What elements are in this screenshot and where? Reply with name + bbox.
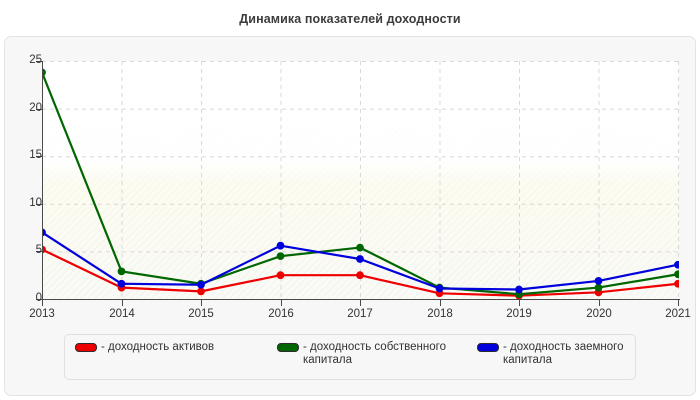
chart-legend: - доходность активов - доходность собстве…: [64, 334, 636, 380]
legend-item[interactable]: - доходность заемного капитала: [477, 341, 623, 367]
x-tick-label: 2020: [586, 308, 612, 320]
legend-label: - доходность собственного капитала: [303, 341, 446, 366]
x-tick-mark: [440, 300, 441, 306]
series-point: [356, 255, 364, 263]
x-tick-label: 2016: [268, 308, 294, 320]
y-tick-mark: [36, 61, 42, 62]
x-tick-mark: [599, 300, 600, 306]
series-point: [594, 277, 603, 285]
x-tick-mark: [360, 300, 361, 306]
x-tick-label: 2013: [29, 308, 55, 320]
series-point: [515, 285, 523, 294]
series-point: [117, 267, 126, 276]
y-tick-label: 10: [29, 197, 42, 209]
series-point: [276, 271, 285, 280]
x-tick-label: 2015: [188, 308, 214, 320]
x-tick-mark: [42, 300, 43, 306]
page-title: Динамика показателей доходности: [239, 12, 461, 26]
series-point: [197, 287, 205, 296]
y-tick-label: 25: [29, 54, 42, 66]
y-tick-label: 5: [35, 244, 42, 256]
series-lines: [42, 68, 679, 299]
x-tick-label: 2019: [506, 308, 532, 320]
legend-label: - доходность заемного капитала: [503, 341, 624, 366]
series-point: [117, 279, 126, 288]
legend-item[interactable]: - доходность активов: [75, 341, 214, 354]
y-tick-label: 20: [29, 102, 42, 114]
series-point: [674, 270, 679, 279]
y-tick-mark: [36, 251, 42, 252]
x-tick-label: 2021: [665, 308, 691, 320]
series-point: [435, 284, 444, 293]
x-tick-label: 2014: [109, 308, 135, 320]
y-tick-mark: [36, 156, 42, 157]
y-tick-label: 15: [29, 149, 42, 161]
series-point: [197, 280, 205, 289]
x-tick-mark: [122, 300, 123, 306]
x-tick-mark: [678, 300, 679, 306]
legend-label: - доходность активов: [101, 341, 215, 353]
series-point: [594, 283, 603, 292]
series-point: [674, 279, 679, 288]
y-tick-mark: [36, 299, 42, 300]
legend-color-swatch: [277, 343, 299, 352]
y-tick-mark: [36, 204, 42, 205]
series-point: [674, 260, 679, 269]
x-tick-label: 2018: [427, 308, 453, 320]
x-tick-mark: [519, 300, 520, 306]
legend-item[interactable]: - доходность собственного капитала: [277, 341, 446, 367]
series-point: [356, 271, 364, 280]
y-tick-label: 0: [35, 292, 42, 304]
legend-color-swatch: [477, 343, 499, 352]
series-point: [356, 243, 364, 252]
series-point: [276, 252, 285, 261]
y-axis-line: [42, 61, 43, 300]
x-axis-line: [42, 299, 680, 300]
y-tick-mark: [36, 109, 42, 110]
plot-area: [42, 61, 679, 299]
series-point: [276, 241, 285, 250]
x-tick-mark: [201, 300, 202, 306]
grid-lines: [42, 61, 679, 299]
x-tick-mark: [281, 300, 282, 306]
legend-color-swatch: [75, 343, 97, 352]
x-tick-label: 2017: [347, 308, 373, 320]
